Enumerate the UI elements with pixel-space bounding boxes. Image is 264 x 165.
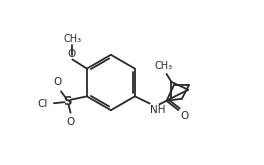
Text: NH: NH xyxy=(150,105,166,115)
Text: Cl: Cl xyxy=(37,99,47,109)
Text: CH₃: CH₃ xyxy=(154,61,172,71)
Text: O: O xyxy=(68,49,76,59)
Text: O: O xyxy=(66,117,75,128)
Text: O: O xyxy=(180,111,188,121)
Text: O: O xyxy=(54,77,62,87)
Text: CH₃: CH₃ xyxy=(63,34,81,44)
Text: S: S xyxy=(64,95,72,108)
